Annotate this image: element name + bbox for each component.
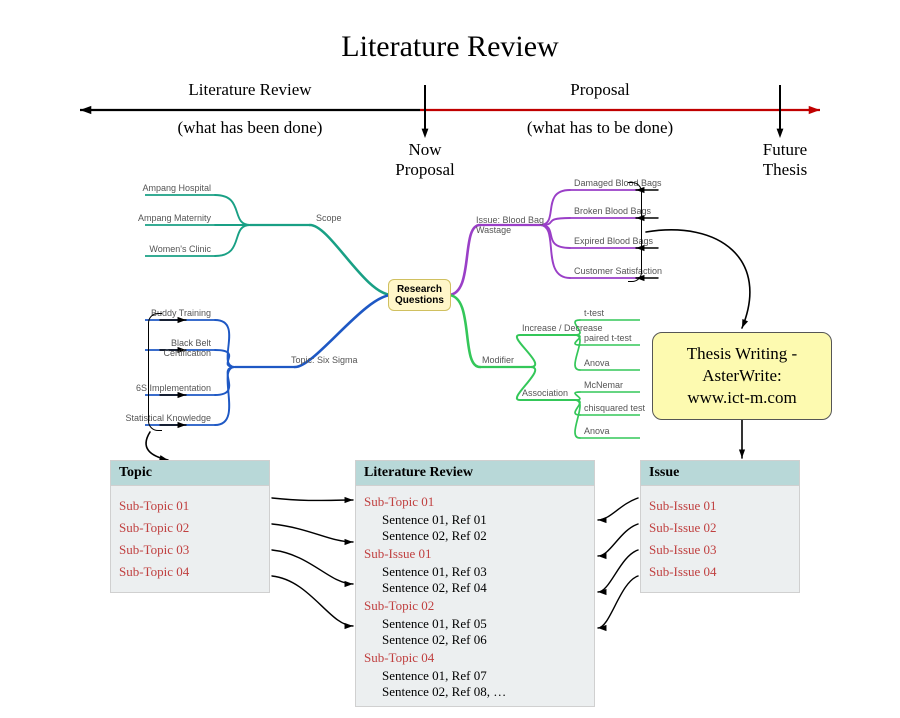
mm-scope-leaf-0: Ampang Hospital [121, 183, 211, 193]
litreview-head-0: Sub-Topic 01 [364, 494, 586, 510]
litreview-line-1-0: Sentence 01, Ref 03 [382, 564, 586, 580]
mm-sixsigma-leaf-1: Black Belt Certification [121, 338, 211, 358]
litreview-line-0-1: Sentence 02, Ref 02 [382, 528, 586, 544]
timeline-left-top: Literature Review [140, 80, 360, 100]
timeline-future-sub: Thesis [750, 160, 820, 180]
timeline-now-sub: Proposal [380, 160, 470, 180]
timeline-right-top: Proposal [500, 80, 700, 100]
mm-modifier: Modifier [482, 355, 572, 365]
center-l2: Questions [395, 295, 444, 306]
mm-scope-leaf-1: Ampang Maternity [121, 213, 211, 223]
mm-issue-leaf-1: Broken Blood Bags [574, 206, 664, 216]
timeline-left-sub: (what has been done) [140, 118, 360, 138]
timeline-now-top: Now [390, 140, 460, 160]
brace-sixsigma [148, 313, 162, 431]
callout-line2: AsterWrite: [702, 366, 782, 385]
callout-line3: www.ict-m.com [687, 388, 796, 407]
mm-sixsigma-leaf-0: Buddy Training [121, 308, 211, 318]
litreview-head-1: Sub-Issue 01 [364, 546, 586, 562]
mm-sixsigma: Topic: Six Sigma [291, 355, 381, 365]
page-title: Literature Review [0, 30, 900, 64]
mm-scope-leaf-2: Women's Clinic [121, 244, 211, 254]
mindmap-center: ResearchQuestions [388, 279, 451, 311]
topic-item-2: Sub-Topic 03 [119, 542, 261, 558]
issue-item-2: Sub-Issue 03 [649, 542, 791, 558]
callout-line1: Thesis Writing - [687, 344, 797, 363]
topic-item-3: Sub-Topic 04 [119, 564, 261, 580]
mm-modifier-sub-1-leaf-2: Anova [584, 426, 674, 436]
litreview-line-2-0: Sentence 01, Ref 05 [382, 616, 586, 632]
litreview-head-2: Sub-Topic 02 [364, 598, 586, 614]
issue-item-0: Sub-Issue 01 [649, 498, 791, 514]
litreview-line-2-1: Sentence 02, Ref 06 [382, 632, 586, 648]
panel-issue-header: Issue [641, 461, 799, 486]
mm-issue-leaf-0: Damaged Blood Bags [574, 178, 664, 188]
mm-sixsigma-leaf-2: 6S Implementation [121, 383, 211, 393]
panel-literature-review: Literature Review Sub-Topic 01 Sentence 0… [355, 460, 595, 707]
panel-topic-header: Topic [111, 461, 269, 486]
litreview-line-3-1: Sentence 02, Ref 08, … [382, 684, 586, 700]
issue-item-1: Sub-Issue 02 [649, 520, 791, 536]
topic-item-0: Sub-Topic 01 [119, 498, 261, 514]
panel-issue: Issue Sub-Issue 01 Sub-Issue 02 Sub-Issue … [640, 460, 800, 593]
callout-thesis-writing: Thesis Writing - AsterWrite: www.ict-m.c… [652, 332, 832, 420]
brace-issue [628, 182, 642, 282]
litreview-line-1-1: Sentence 02, Ref 04 [382, 580, 586, 596]
mm-sixsigma-leaf-3: Statistical Knowledge [121, 413, 211, 423]
center-l1: Research [397, 284, 442, 295]
panel-topic: Topic Sub-Topic 01 Sub-Topic 02 Sub-Topic … [110, 460, 270, 593]
panel-litreview-header: Literature Review [356, 461, 594, 486]
mm-issue: Issue: Blood Bag Wastage [476, 215, 566, 235]
mm-issue-leaf-2: Expired Blood Bags [574, 236, 664, 246]
litreview-line-3-0: Sentence 01, Ref 07 [382, 668, 586, 684]
litreview-head-3: Sub-Topic 04 [364, 650, 586, 666]
mm-modifier-sub-0-leaf-0: t-test [584, 308, 674, 318]
mm-scope: Scope [316, 213, 406, 223]
topic-item-1: Sub-Topic 02 [119, 520, 261, 536]
mm-modifier-sub-0: Increase / Decrease [522, 323, 612, 333]
litreview-line-0-0: Sentence 01, Ref 01 [382, 512, 586, 528]
timeline-right-sub: (what has to be done) [500, 118, 700, 138]
timeline-future-top: Future [750, 140, 820, 160]
mm-issue-leaf-3: Customer Satisfaction [574, 266, 664, 276]
issue-item-3: Sub-Issue 04 [649, 564, 791, 580]
